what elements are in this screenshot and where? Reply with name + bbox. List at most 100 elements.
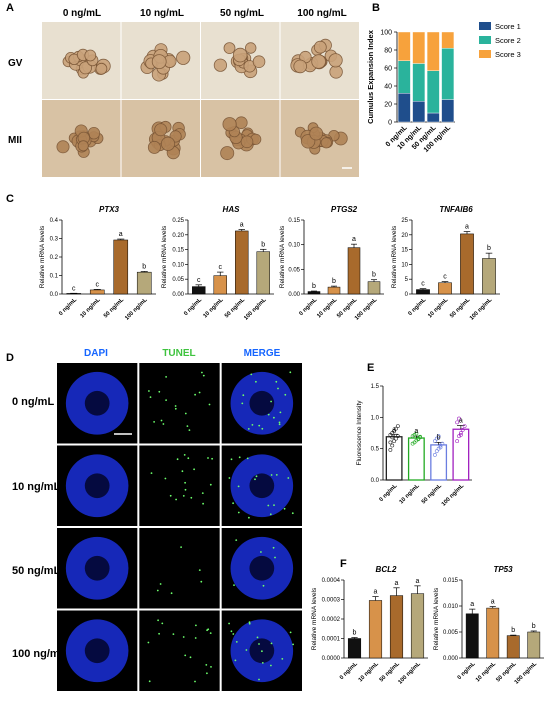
panel-label-a: A — [6, 2, 14, 14]
tunel-signal — [245, 649, 248, 651]
tunel-signal — [205, 664, 208, 666]
oocyte — [313, 40, 327, 54]
tnfaib6-expression-chart: TNFAIB6 Relative mRNA levels 0 5 10 15 20 25 c 0 … — [391, 205, 500, 322]
oocyte — [329, 65, 343, 79]
micrograph-svg — [42, 22, 359, 177]
x-tick-label: 0 ng/mL — [298, 297, 318, 317]
chart-title: PTX3 — [99, 205, 120, 214]
significance-letter: b — [332, 278, 336, 285]
panel-a-dose-50: 50 ng/mL — [220, 8, 264, 19]
panel-a-dose-0: 0 ng/mL — [62, 8, 102, 19]
oocyte — [222, 117, 237, 132]
x-tick-label: 50 ng/mL — [449, 297, 472, 320]
bar — [136, 271, 152, 295]
tunel-signal — [248, 622, 251, 625]
panel-a-dose-100: 100 ng/mL — [297, 8, 347, 19]
legend-swatch — [479, 22, 491, 30]
tunel-signal — [289, 371, 292, 374]
tunel-signal — [186, 425, 189, 427]
tunel-signal — [174, 407, 177, 410]
tunel-signal — [279, 411, 282, 414]
panel-d-row-0: 0 ng/mL — [12, 396, 55, 408]
oocyte-center — [84, 390, 110, 416]
tunel-signal — [267, 413, 270, 416]
significance-letter: b — [372, 272, 376, 279]
x-tick-label: 10 ng/mL — [399, 483, 422, 506]
oocyte — [151, 54, 167, 69]
y-tick-label: 0.2 — [50, 255, 59, 261]
x-tick-label: 0 ng/mL — [58, 297, 78, 317]
data-point — [440, 441, 445, 446]
tunel-signal — [194, 637, 197, 639]
oocyte — [79, 61, 93, 75]
tunel-signal — [184, 412, 187, 415]
stacked-bar-segment — [441, 31, 455, 49]
tunel-signal — [174, 405, 177, 407]
fluorescence-tile — [139, 363, 220, 444]
tunel-signal — [169, 494, 172, 497]
oocyte — [84, 49, 97, 62]
data-point — [414, 431, 419, 436]
tunel-signal — [158, 390, 161, 393]
tunel-signal — [269, 513, 272, 516]
tunel-signal — [162, 423, 165, 425]
tunel-signal — [281, 658, 284, 660]
y-tick-label: 0.25 — [172, 218, 184, 224]
y-tick-label: 0.0000 — [322, 656, 341, 662]
tunel-signal — [228, 622, 231, 625]
significance-letter: b — [142, 263, 146, 270]
significance-letter: b — [511, 627, 515, 634]
tunel-signal — [273, 504, 275, 506]
stacked-bar-segment — [441, 99, 455, 123]
fluorescence-image-grid — [56, 362, 303, 692]
significance-letter: a — [491, 599, 495, 606]
bar — [416, 289, 430, 295]
has-expression-chart: HAS Relative mRNA levels 0.00 0.05 0.10 0.15 0… — [161, 205, 274, 322]
fluorescence-svg — [57, 363, 302, 691]
tunel-signal — [278, 421, 281, 424]
tunel-signal — [247, 428, 250, 430]
data-point — [457, 434, 461, 439]
oocyte — [154, 123, 168, 137]
bar — [438, 282, 452, 295]
tunel-signal — [248, 621, 251, 624]
y-tick-label: 0.15 — [172, 248, 184, 254]
tunel-signal — [270, 642, 273, 645]
y-tick-label: 60 — [384, 66, 392, 73]
bar — [113, 239, 129, 295]
data-point — [438, 445, 443, 450]
tunel-signal — [189, 656, 192, 659]
tunel-signal — [165, 399, 167, 401]
data-point — [395, 424, 400, 429]
tunel-signal — [246, 457, 249, 460]
data-point — [390, 443, 395, 448]
y-tick-label: 0.00 — [172, 292, 184, 298]
y-axis-label: Relative mRNA levels — [433, 587, 440, 650]
data-point — [392, 439, 397, 444]
tunel-signal — [260, 551, 262, 553]
tunel-signal — [248, 516, 250, 519]
data-point — [432, 453, 437, 457]
bar — [347, 247, 361, 295]
bar — [506, 635, 520, 659]
bar — [410, 593, 425, 659]
data-point — [395, 434, 400, 439]
channel-label-tunel: TUNEL — [162, 348, 196, 359]
tunel-signal — [273, 416, 275, 419]
y-tick-label: 0 — [388, 120, 392, 127]
tunel-signal — [156, 589, 159, 592]
oocyte — [160, 136, 176, 151]
y-tick-label: 1.5 — [371, 384, 380, 390]
y-tick-label: 0.005 — [443, 630, 459, 636]
tunel-signal — [270, 400, 272, 403]
panel-label-b: B — [372, 2, 380, 14]
y-tick-label: 0.15 — [288, 218, 300, 224]
x-tick-label: 100 ng/mL — [124, 297, 149, 322]
legend-label: Score 3 — [495, 50, 521, 59]
bar — [307, 291, 321, 295]
significance-letter: a — [352, 236, 356, 243]
tunel-signal — [230, 458, 233, 461]
x-tick-label: 10 ng/mL — [202, 297, 225, 320]
x-tick-label: 10 ng/mL — [316, 297, 339, 320]
